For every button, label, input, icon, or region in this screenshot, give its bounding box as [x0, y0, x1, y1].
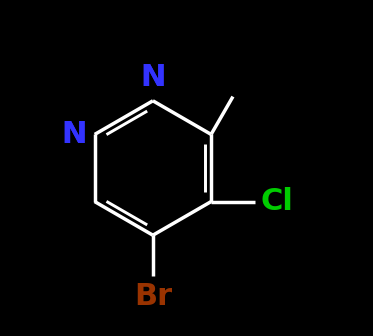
Text: N: N: [56, 117, 86, 152]
Text: N: N: [61, 120, 86, 149]
Text: N: N: [61, 120, 86, 149]
Text: Cl: Cl: [261, 187, 294, 216]
Text: N: N: [140, 64, 166, 92]
Text: N: N: [138, 58, 168, 92]
Text: Br: Br: [134, 282, 172, 310]
Text: N: N: [140, 64, 166, 92]
